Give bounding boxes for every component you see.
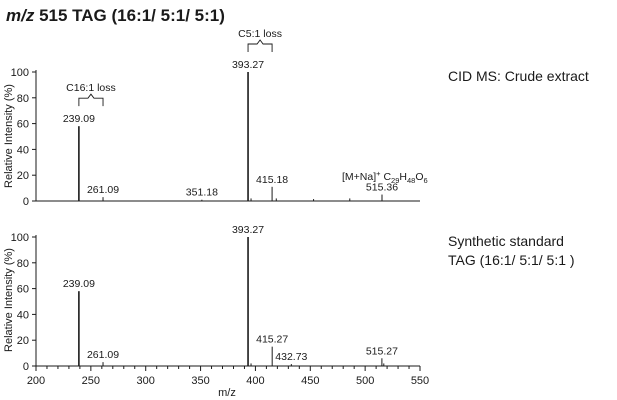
top-annotations: C16:1 loss C5:1 loss <box>66 28 282 107</box>
top-y-tick-label: 100 <box>11 67 29 79</box>
title-italic: m/z <box>6 6 35 25</box>
bot-x-tick-label: 400 <box>246 375 264 387</box>
ion-formula-h: H <box>399 171 407 183</box>
ion-formula-h-count: 48 <box>407 176 415 185</box>
peak-label-393.27: 393.27 <box>232 59 264 71</box>
bot-x-tick-label: 350 <box>191 375 209 387</box>
peak-label-415.18: 415.18 <box>256 174 288 186</box>
annotation-label: C16:1 loss <box>66 82 116 94</box>
top-y-tick-label: 40 <box>17 144 29 156</box>
annotation-bracket <box>247 39 273 52</box>
bot-y-tick-label: 60 <box>17 284 29 296</box>
top-panel-label: CID MS: Crude extract <box>448 68 589 84</box>
ion-formula-c: C <box>381 171 392 183</box>
peak-label-261.09: 261.09 <box>87 349 119 361</box>
ion-formula-o: O <box>415 171 423 183</box>
top-y-tick-label: 0 <box>23 196 29 208</box>
bot-y-tick-label: 20 <box>17 335 29 347</box>
bot-x-tick-label: 500 <box>356 375 374 387</box>
bottom-peaks <box>78 237 385 366</box>
annotation-bracket <box>78 93 104 107</box>
bot-x-tick-label: 550 <box>411 375 429 387</box>
ion-prefix: [M+Na] <box>342 171 376 183</box>
peak-label-432.73: 432.73 <box>275 351 307 363</box>
top-y-axis-label: Relative Intensity (%) <box>3 84 15 188</box>
top-peak-labels: 239.09 261.09 351.18 393.27 415.18 515.36 <box>63 59 398 199</box>
bottom-peak-labels: 239.09 261.09 393.27 415.27 432.73 515.27 <box>63 224 398 363</box>
ion-charge: + <box>376 169 381 178</box>
bot-x-tick-label: 200 <box>27 375 45 387</box>
bot-x-tick-label: 300 <box>137 375 155 387</box>
bot-y-tick-label: 100 <box>11 232 29 244</box>
bot-y-tick-label: 80 <box>17 258 29 270</box>
top-y-tick-label: 60 <box>17 119 29 131</box>
bottom-panel-label-line2: TAG (16:1/ 5:1/ 5:1 ) <box>448 252 575 268</box>
peak-label-393.27: 393.27 <box>232 224 264 236</box>
top-peaks <box>78 72 383 201</box>
peak-label-239.09: 239.09 <box>63 113 95 125</box>
top-y-tick-label: 80 <box>17 93 29 105</box>
top-spectrum-panel: CID MS: Crude extract Relative Intensity… <box>3 28 589 208</box>
molecular-ion-label: [M+Na]+ C29H48O6 <box>342 169 428 185</box>
bot-x-tick-label: 250 <box>82 375 100 387</box>
bottom-panel-label-line1: Synthetic standard <box>448 233 564 249</box>
bottom-y-axis-label: Relative Intensity (%) <box>3 248 15 352</box>
peak-label-415.27: 415.27 <box>256 334 288 346</box>
bot-y-tick-label: 40 <box>17 309 29 321</box>
bot-y-tick-label: 0 <box>23 361 29 373</box>
peak-label-351.18: 351.18 <box>186 187 218 199</box>
x-axis-label: m/z <box>218 387 236 399</box>
peak-label-515.36: 515.36 <box>366 182 398 194</box>
top-y-tick-label: 20 <box>17 170 29 182</box>
top-axes: 0 20 40 60 80 100 <box>11 67 420 208</box>
bot-x-tick-label: 450 <box>301 375 319 387</box>
peak-label-515.27: 515.27 <box>366 345 398 357</box>
bottom-spectrum-panel: Synthetic standard TAG (16:1/ 5:1/ 5:1 )… <box>3 224 575 399</box>
ion-formula-o-count: 6 <box>423 176 427 185</box>
figure-title: m/z 515 TAG (16:1/ 5:1/ 5:1) <box>6 6 225 25</box>
title-rest: 515 TAG (16:1/ 5:1/ 5:1) <box>34 6 225 25</box>
peak-label-239.09: 239.09 <box>63 278 95 290</box>
annotation-label: C5:1 loss <box>238 28 282 40</box>
peak-label-261.09: 261.09 <box>87 184 119 196</box>
bottom-axes: 0 20 40 60 80 100 200 250 300 350 400 450 500 550 <box>11 232 430 387</box>
ion-formula-c-count: 29 <box>391 176 399 185</box>
